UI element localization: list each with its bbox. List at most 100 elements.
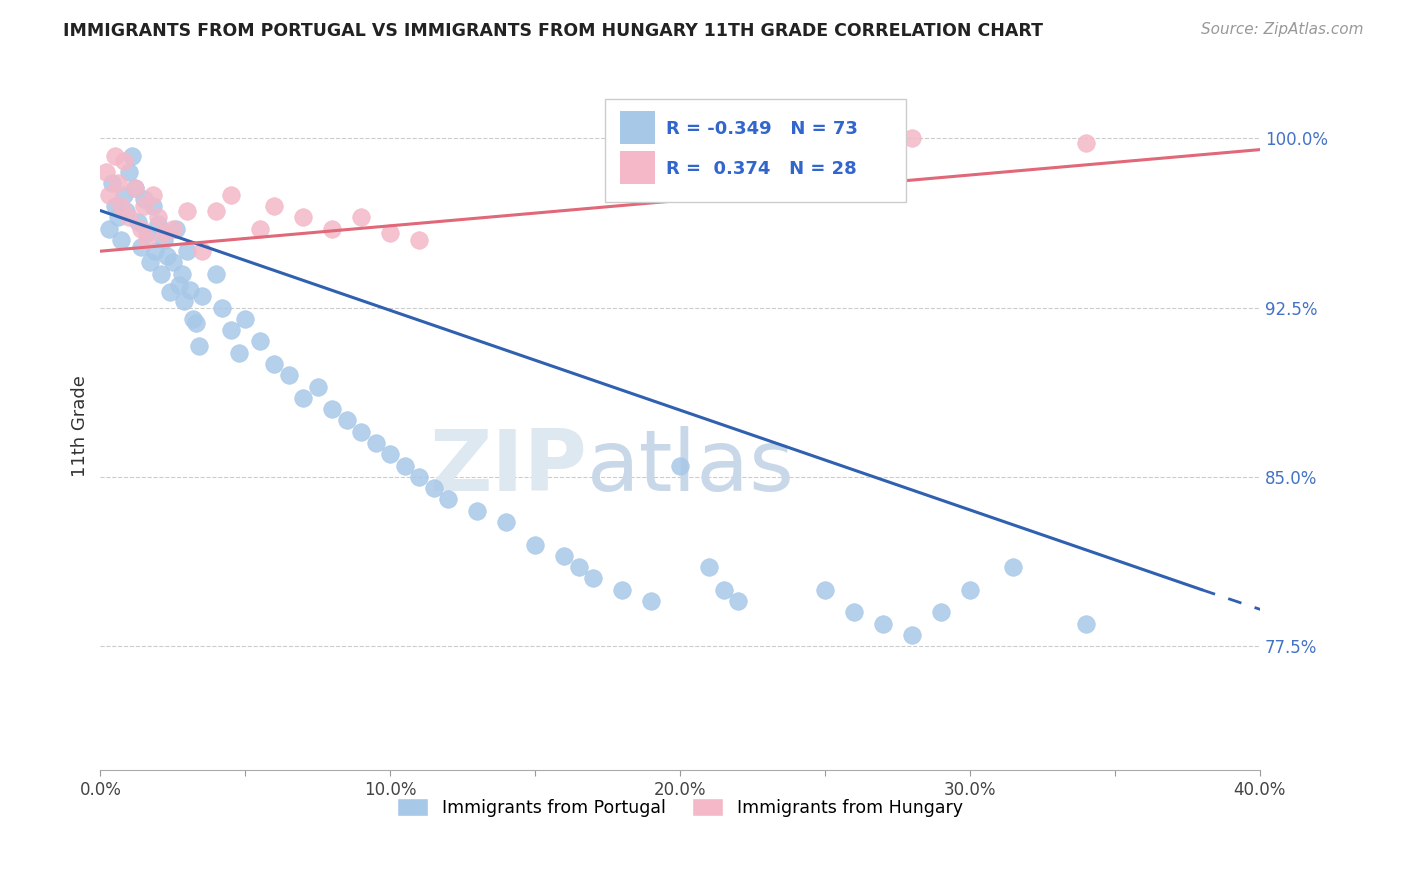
- Point: [263, 199, 285, 213]
- Point: [148, 217, 170, 231]
- Point: [110, 199, 132, 213]
- Point: [176, 244, 198, 259]
- Point: [94, 165, 117, 179]
- Point: [101, 177, 124, 191]
- Point: [380, 447, 402, 461]
- Point: [107, 211, 129, 225]
- Point: [568, 560, 591, 574]
- Point: [697, 560, 720, 574]
- Point: [118, 165, 141, 179]
- Point: [150, 267, 173, 281]
- Point: [179, 283, 201, 297]
- Point: [321, 402, 343, 417]
- Point: [156, 249, 179, 263]
- Point: [173, 293, 195, 308]
- Point: [727, 594, 749, 608]
- Point: [132, 199, 155, 213]
- FancyBboxPatch shape: [620, 151, 655, 184]
- Point: [465, 504, 488, 518]
- Point: [110, 233, 132, 247]
- Point: [165, 221, 187, 235]
- Point: [610, 582, 633, 597]
- Point: [1074, 136, 1097, 150]
- Point: [153, 226, 176, 240]
- Point: [127, 215, 149, 229]
- Point: [129, 221, 152, 235]
- Point: [98, 187, 121, 202]
- Point: [211, 301, 233, 315]
- Point: [145, 244, 167, 259]
- Point: [124, 181, 146, 195]
- Text: IMMIGRANTS FROM PORTUGAL VS IMMIGRANTS FROM HUNGARY 11TH GRADE CORRELATION CHART: IMMIGRANTS FROM PORTUGAL VS IMMIGRANTS F…: [63, 22, 1043, 40]
- Text: atlas: atlas: [588, 425, 796, 509]
- Point: [148, 211, 170, 225]
- Point: [115, 203, 138, 218]
- Point: [107, 177, 129, 191]
- Point: [277, 368, 299, 383]
- Point: [422, 481, 444, 495]
- Point: [408, 233, 430, 247]
- Point: [124, 181, 146, 195]
- Y-axis label: 11th Grade: 11th Grade: [72, 376, 89, 477]
- Point: [121, 149, 143, 163]
- Text: Source: ZipAtlas.com: Source: ZipAtlas.com: [1201, 22, 1364, 37]
- Point: [118, 211, 141, 225]
- Point: [219, 187, 242, 202]
- Point: [350, 425, 373, 439]
- Point: [640, 594, 662, 608]
- Point: [364, 436, 387, 450]
- Point: [929, 605, 952, 619]
- Point: [104, 149, 127, 163]
- Point: [138, 255, 160, 269]
- Point: [350, 211, 373, 225]
- Point: [112, 153, 135, 168]
- Point: [219, 323, 242, 337]
- Point: [162, 221, 184, 235]
- Point: [814, 582, 837, 597]
- Point: [181, 312, 204, 326]
- Point: [129, 240, 152, 254]
- Text: R = -0.349   N = 73: R = -0.349 N = 73: [666, 120, 858, 137]
- Point: [394, 458, 416, 473]
- Point: [249, 221, 271, 235]
- Point: [263, 357, 285, 371]
- Point: [292, 391, 315, 405]
- Text: R =  0.374   N = 28: R = 0.374 N = 28: [666, 161, 856, 178]
- Point: [191, 289, 214, 303]
- Point: [170, 267, 193, 281]
- Point: [159, 285, 181, 299]
- Point: [153, 233, 176, 247]
- Point: [524, 538, 547, 552]
- Point: [205, 267, 228, 281]
- Point: [228, 345, 250, 359]
- Point: [184, 317, 207, 331]
- Point: [307, 379, 329, 393]
- Text: ZIP: ZIP: [430, 425, 588, 509]
- Point: [141, 199, 163, 213]
- Point: [249, 334, 271, 349]
- Point: [408, 470, 430, 484]
- Point: [380, 226, 402, 240]
- Point: [132, 192, 155, 206]
- Point: [167, 278, 190, 293]
- Point: [205, 203, 228, 218]
- Point: [495, 515, 517, 529]
- FancyBboxPatch shape: [620, 111, 655, 144]
- Point: [112, 187, 135, 202]
- Legend: Immigrants from Portugal, Immigrants from Hungary: Immigrants from Portugal, Immigrants fro…: [389, 791, 970, 823]
- Point: [669, 458, 692, 473]
- FancyBboxPatch shape: [605, 99, 907, 202]
- Point: [135, 226, 157, 240]
- Point: [292, 211, 315, 225]
- Point: [582, 572, 605, 586]
- Point: [713, 582, 735, 597]
- Point: [553, 549, 575, 563]
- Point: [162, 255, 184, 269]
- Point: [872, 616, 894, 631]
- Point: [191, 244, 214, 259]
- Point: [1002, 560, 1025, 574]
- Point: [135, 233, 157, 247]
- Point: [959, 582, 981, 597]
- Point: [141, 187, 163, 202]
- Point: [842, 605, 865, 619]
